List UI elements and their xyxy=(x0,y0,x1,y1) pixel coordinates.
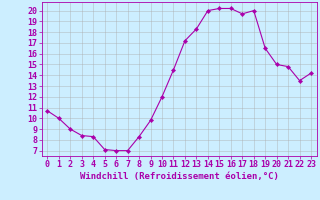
X-axis label: Windchill (Refroidissement éolien,°C): Windchill (Refroidissement éolien,°C) xyxy=(80,172,279,181)
